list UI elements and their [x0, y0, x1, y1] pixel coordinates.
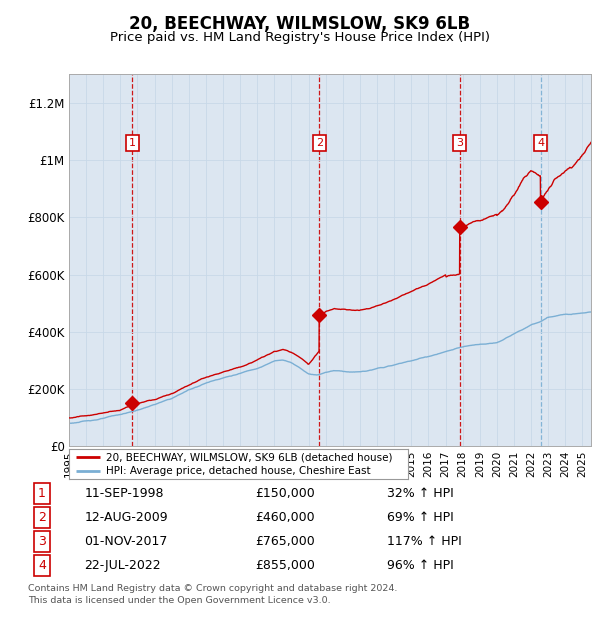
Text: 01-NOV-2017: 01-NOV-2017 [85, 535, 168, 548]
Text: Price paid vs. HM Land Registry's House Price Index (HPI): Price paid vs. HM Land Registry's House … [110, 31, 490, 44]
Text: 4: 4 [38, 559, 46, 572]
Text: 96% ↑ HPI: 96% ↑ HPI [387, 559, 454, 572]
Text: 1: 1 [129, 138, 136, 148]
Text: 32% ↑ HPI: 32% ↑ HPI [387, 487, 454, 500]
Text: 11-SEP-1998: 11-SEP-1998 [85, 487, 164, 500]
Text: 69% ↑ HPI: 69% ↑ HPI [387, 512, 454, 525]
Text: £855,000: £855,000 [256, 559, 316, 572]
Text: £460,000: £460,000 [256, 512, 315, 525]
Text: 117% ↑ HPI: 117% ↑ HPI [387, 535, 461, 548]
Text: 2: 2 [316, 138, 323, 148]
Text: £150,000: £150,000 [256, 487, 316, 500]
Text: Contains HM Land Registry data © Crown copyright and database right 2024.: Contains HM Land Registry data © Crown c… [28, 584, 397, 593]
Text: 1: 1 [38, 487, 46, 500]
Text: 3: 3 [38, 535, 46, 548]
Text: 4: 4 [537, 138, 544, 148]
Text: This data is licensed under the Open Government Licence v3.0.: This data is licensed under the Open Gov… [28, 596, 330, 606]
Text: 22-JUL-2022: 22-JUL-2022 [85, 559, 161, 572]
Text: 2: 2 [38, 512, 46, 525]
Text: 3: 3 [456, 138, 463, 148]
Text: HPI: Average price, detached house, Cheshire East: HPI: Average price, detached house, Ches… [106, 466, 371, 476]
Text: 20, BEECHWAY, WILMSLOW, SK9 6LB: 20, BEECHWAY, WILMSLOW, SK9 6LB [130, 16, 470, 33]
Text: £765,000: £765,000 [256, 535, 316, 548]
Text: 12-AUG-2009: 12-AUG-2009 [85, 512, 168, 525]
Text: 20, BEECHWAY, WILMSLOW, SK9 6LB (detached house): 20, BEECHWAY, WILMSLOW, SK9 6LB (detache… [106, 452, 393, 463]
